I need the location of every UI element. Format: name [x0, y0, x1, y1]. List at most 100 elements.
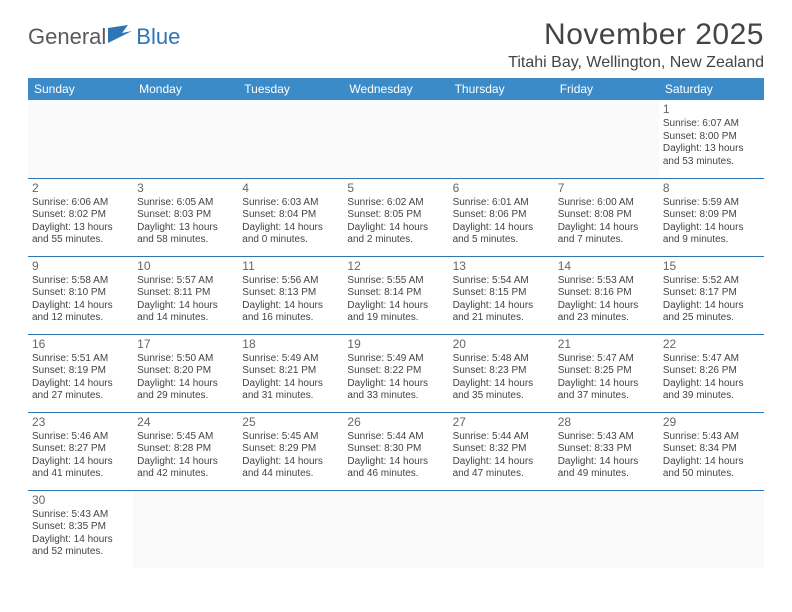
- sunrise-text: Sunrise: 5:43 AM: [558, 431, 655, 444]
- day-number: 24: [137, 415, 234, 430]
- brand-logo: General Blue: [28, 24, 180, 50]
- calendar-day-cell: 11Sunrise: 5:56 AMSunset: 8:13 PMDayligh…: [238, 256, 343, 334]
- daylight-text: Daylight: 14 hours and 21 minutes.: [453, 300, 550, 325]
- day-number: 1: [663, 102, 760, 117]
- logo-flag-icon: [108, 25, 134, 50]
- day-header: Monday: [133, 78, 238, 100]
- day-number: 28: [558, 415, 655, 430]
- daylight-text: Daylight: 14 hours and 19 minutes.: [347, 300, 444, 325]
- page-header: General Blue November 2025 Titahi Bay, W…: [28, 18, 764, 72]
- day-number: 21: [558, 337, 655, 352]
- daylight-text: Daylight: 13 hours and 55 minutes.: [32, 222, 129, 247]
- calendar-page: General Blue November 2025 Titahi Bay, W…: [0, 0, 792, 612]
- daylight-text: Daylight: 14 hours and 27 minutes.: [32, 378, 129, 403]
- sunset-text: Sunset: 8:06 PM: [453, 209, 550, 222]
- daylight-text: Daylight: 14 hours and 5 minutes.: [453, 222, 550, 247]
- calendar-day-cell: 23Sunrise: 5:46 AMSunset: 8:27 PMDayligh…: [28, 412, 133, 490]
- day-header: Sunday: [28, 78, 133, 100]
- sunset-text: Sunset: 8:11 PM: [137, 287, 234, 300]
- sunrise-text: Sunrise: 5:52 AM: [663, 275, 760, 288]
- daylight-text: Daylight: 14 hours and 35 minutes.: [453, 378, 550, 403]
- day-number: 11: [242, 259, 339, 274]
- calendar-day-cell: 10Sunrise: 5:57 AMSunset: 8:11 PMDayligh…: [133, 256, 238, 334]
- sunrise-text: Sunrise: 6:07 AM: [663, 118, 760, 131]
- day-number: 10: [137, 259, 234, 274]
- calendar-day-cell: 14Sunrise: 5:53 AMSunset: 8:16 PMDayligh…: [554, 256, 659, 334]
- calendar-empty-cell: [28, 100, 133, 178]
- day-number: 14: [558, 259, 655, 274]
- sunrise-text: Sunrise: 5:45 AM: [137, 431, 234, 444]
- daylight-text: Daylight: 14 hours and 33 minutes.: [347, 378, 444, 403]
- calendar-day-cell: 7Sunrise: 6:00 AMSunset: 8:08 PMDaylight…: [554, 178, 659, 256]
- calendar-day-cell: 18Sunrise: 5:49 AMSunset: 8:21 PMDayligh…: [238, 334, 343, 412]
- calendar-day-cell: 26Sunrise: 5:44 AMSunset: 8:30 PMDayligh…: [343, 412, 448, 490]
- calendar-empty-cell: [449, 490, 554, 568]
- sunrise-text: Sunrise: 6:06 AM: [32, 197, 129, 210]
- calendar-empty-cell: [449, 100, 554, 178]
- calendar-day-cell: 19Sunrise: 5:49 AMSunset: 8:22 PMDayligh…: [343, 334, 448, 412]
- sunset-text: Sunset: 8:28 PM: [137, 443, 234, 456]
- sunset-text: Sunset: 8:30 PM: [347, 443, 444, 456]
- daylight-text: Daylight: 14 hours and 41 minutes.: [32, 456, 129, 481]
- calendar-day-cell: 5Sunrise: 6:02 AMSunset: 8:05 PMDaylight…: [343, 178, 448, 256]
- calendar-day-cell: 9Sunrise: 5:58 AMSunset: 8:10 PMDaylight…: [28, 256, 133, 334]
- sunset-text: Sunset: 8:34 PM: [663, 443, 760, 456]
- sunset-text: Sunset: 8:10 PM: [32, 287, 129, 300]
- day-number: 19: [347, 337, 444, 352]
- sunset-text: Sunset: 8:15 PM: [453, 287, 550, 300]
- sunset-text: Sunset: 8:03 PM: [137, 209, 234, 222]
- calendar-empty-cell: [238, 490, 343, 568]
- sunrise-text: Sunrise: 5:50 AM: [137, 353, 234, 366]
- calendar-day-cell: 12Sunrise: 5:55 AMSunset: 8:14 PMDayligh…: [343, 256, 448, 334]
- day-number: 6: [453, 181, 550, 196]
- logo-text-blue: Blue: [136, 24, 180, 50]
- sunset-text: Sunset: 8:33 PM: [558, 443, 655, 456]
- sunrise-text: Sunrise: 5:58 AM: [32, 275, 129, 288]
- calendar-week-row: 23Sunrise: 5:46 AMSunset: 8:27 PMDayligh…: [28, 412, 764, 490]
- calendar-empty-cell: [554, 490, 659, 568]
- sunrise-text: Sunrise: 6:01 AM: [453, 197, 550, 210]
- sunset-text: Sunset: 8:22 PM: [347, 365, 444, 378]
- sunrise-text: Sunrise: 5:49 AM: [347, 353, 444, 366]
- calendar-day-cell: 22Sunrise: 5:47 AMSunset: 8:26 PMDayligh…: [659, 334, 764, 412]
- day-number: 8: [663, 181, 760, 196]
- calendar-week-row: 1Sunrise: 6:07 AMSunset: 8:00 PMDaylight…: [28, 100, 764, 178]
- day-number: 16: [32, 337, 129, 352]
- sunrise-text: Sunrise: 5:57 AM: [137, 275, 234, 288]
- day-number: 22: [663, 337, 760, 352]
- sunset-text: Sunset: 8:02 PM: [32, 209, 129, 222]
- sunset-text: Sunset: 8:27 PM: [32, 443, 129, 456]
- calendar-day-cell: 1Sunrise: 6:07 AMSunset: 8:00 PMDaylight…: [659, 100, 764, 178]
- day-number: 25: [242, 415, 339, 430]
- sunset-text: Sunset: 8:00 PM: [663, 131, 760, 144]
- calendar-empty-cell: [133, 100, 238, 178]
- sunrise-text: Sunrise: 5:47 AM: [663, 353, 760, 366]
- sunset-text: Sunset: 8:04 PM: [242, 209, 339, 222]
- day-header: Thursday: [449, 78, 554, 100]
- daylight-text: Daylight: 14 hours and 25 minutes.: [663, 300, 760, 325]
- calendar-empty-cell: [343, 490, 448, 568]
- daylight-text: Daylight: 14 hours and 42 minutes.: [137, 456, 234, 481]
- calendar-week-row: 2Sunrise: 6:06 AMSunset: 8:02 PMDaylight…: [28, 178, 764, 256]
- day-number: 30: [32, 493, 129, 508]
- calendar-table: SundayMondayTuesdayWednesdayThursdayFrid…: [28, 78, 764, 568]
- month-title: November 2025: [508, 18, 764, 52]
- sunset-text: Sunset: 8:16 PM: [558, 287, 655, 300]
- sunset-text: Sunset: 8:32 PM: [453, 443, 550, 456]
- sunrise-text: Sunrise: 5:44 AM: [347, 431, 444, 444]
- sunset-text: Sunset: 8:17 PM: [663, 287, 760, 300]
- calendar-day-cell: 6Sunrise: 6:01 AMSunset: 8:06 PMDaylight…: [449, 178, 554, 256]
- calendar-day-cell: 3Sunrise: 6:05 AMSunset: 8:03 PMDaylight…: [133, 178, 238, 256]
- day-number: 9: [32, 259, 129, 274]
- sunrise-text: Sunrise: 5:55 AM: [347, 275, 444, 288]
- sunrise-text: Sunrise: 5:43 AM: [32, 509, 129, 522]
- calendar-day-cell: 28Sunrise: 5:43 AMSunset: 8:33 PMDayligh…: [554, 412, 659, 490]
- calendar-day-cell: 2Sunrise: 6:06 AMSunset: 8:02 PMDaylight…: [28, 178, 133, 256]
- daylight-text: Daylight: 14 hours and 0 minutes.: [242, 222, 339, 247]
- sunrise-text: Sunrise: 6:05 AM: [137, 197, 234, 210]
- calendar-day-cell: 13Sunrise: 5:54 AMSunset: 8:15 PMDayligh…: [449, 256, 554, 334]
- sunrise-text: Sunrise: 6:03 AM: [242, 197, 339, 210]
- daylight-text: Daylight: 14 hours and 31 minutes.: [242, 378, 339, 403]
- calendar-empty-cell: [659, 490, 764, 568]
- day-number: 27: [453, 415, 550, 430]
